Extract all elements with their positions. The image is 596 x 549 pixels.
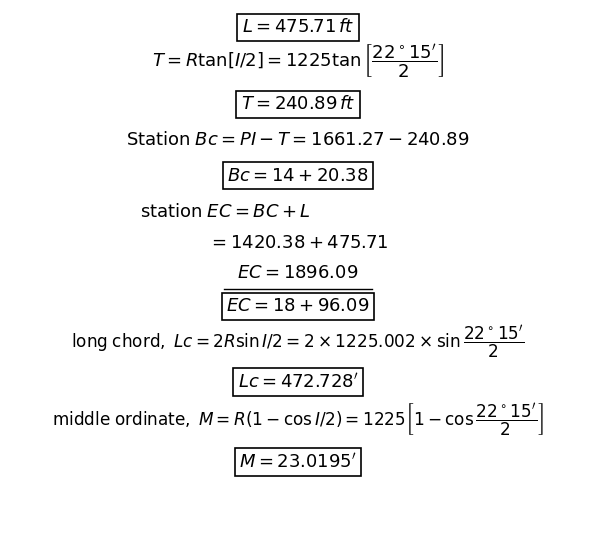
Text: $M = 23.0195'$: $M = 23.0195'$ [239,452,357,472]
Text: $= 1420.38 + 475.71$: $= 1420.38 + 475.71$ [208,234,388,252]
Text: $T = 240.89 \, ft$: $T = 240.89 \, ft$ [241,96,355,114]
Text: $\mathrm{Station} \; Bc = PI - T = 1661.27 - 240.89$: $\mathrm{Station} \; Bc = PI - T = 1661.… [126,131,470,149]
Text: $EC = 18 + 96.09$: $EC = 18 + 96.09$ [226,297,370,315]
Text: $L = 475.71 \, ft$: $L = 475.71 \, ft$ [242,18,354,36]
Text: $Lc = 472.728'$: $Lc = 472.728'$ [238,373,358,391]
Text: $EC = 1896.09$: $EC = 1896.09$ [237,265,359,282]
Text: $\mathrm{long\;chord},\; Lc = 2R\sin I/2 = 2 \times 1225.002 \times \sin\dfrac{2: $\mathrm{long\;chord},\; Lc = 2R\sin I/2… [71,324,525,361]
Text: $T = R\tan[I/2] = 1225 \tan \left[\dfrac{22^\circ 15'}{2}\right]$: $T = R\tan[I/2] = 1225 \tan \left[\dfrac… [152,42,444,80]
Text: $Bc = 14 + 20.38$: $Bc = 14 + 20.38$ [227,166,369,184]
Text: $\mathrm{middle\;ordinate},\; M = R(1-\cos I/2) = 1225\left[1-\cos\dfrac{22^\cir: $\mathrm{middle\;ordinate},\; M = R(1-\c… [52,401,544,439]
Text: $\mathrm{station} \; EC = BC + L$: $\mathrm{station} \; EC = BC + L$ [139,203,311,221]
